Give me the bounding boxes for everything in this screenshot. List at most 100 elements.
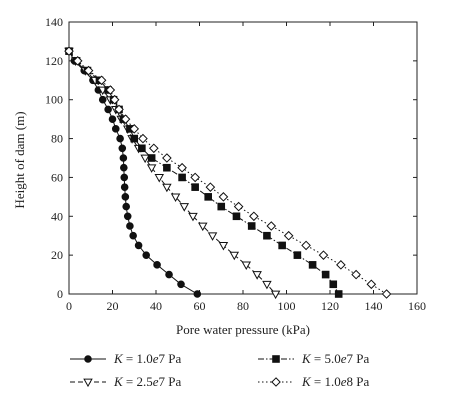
x-tick-label: 60 [194, 299, 206, 313]
data-point [321, 270, 330, 279]
x-tick-label: 160 [408, 299, 426, 313]
legend-text-part: K [113, 351, 124, 366]
legend: K = 1.0e7 PaK = 2.5e7 PaK = 5.0e7 PaK = … [70, 351, 370, 389]
data-point [119, 154, 128, 162]
data-point [301, 240, 311, 251]
data-point [64, 46, 74, 56]
data-point [204, 193, 212, 201]
x-tick-label: 140 [365, 299, 383, 313]
y-tick-label: 140 [45, 15, 63, 29]
data-point [179, 203, 190, 212]
legend-text-part: 7 Pa [159, 351, 182, 366]
x-tick-label: 80 [237, 299, 249, 313]
data-point [142, 251, 151, 259]
data-point [283, 230, 294, 241]
data-point [207, 232, 218, 241]
data-point [262, 280, 272, 290]
data-point [266, 221, 277, 231]
x-tick-label: 40 [150, 299, 162, 313]
data-point [177, 280, 185, 289]
data-point [149, 143, 159, 154]
y-tick-label: 20 [51, 248, 63, 262]
data-point [108, 115, 117, 123]
data-point [205, 182, 216, 192]
data-point [336, 260, 346, 270]
data-point [123, 212, 132, 221]
legend-text-part: = 1.0 [123, 351, 153, 366]
data-point [293, 251, 302, 259]
legend-text-part: = 2.5 [123, 374, 153, 389]
y-tick-label: 60 [51, 170, 63, 184]
data-point [120, 183, 129, 191]
data-point [334, 290, 343, 298]
legend-label: K = 5.0e7 Pa [301, 351, 370, 366]
axis-ticks: 0 20 40 60 80 100 120 140 160 0 20 40 60 80 100 120 140 [45, 15, 426, 313]
legend-marker [83, 378, 93, 388]
legend-item-2: K = 2.5e7 Pa [70, 374, 182, 389]
data-point [381, 289, 392, 299]
data-point [198, 222, 208, 232]
data-point [147, 154, 156, 162]
series-2 [64, 47, 281, 300]
y-axis-label: Height of dam (m) [12, 111, 27, 208]
y-tick-label: 120 [45, 54, 63, 68]
data-point [83, 65, 94, 76]
data-point [109, 94, 120, 105]
x-axis-label: Pore water pressure (kPa) [176, 322, 310, 337]
data-point [351, 269, 361, 280]
data-point [153, 261, 161, 269]
data-point [247, 222, 256, 230]
data-point [114, 104, 124, 115]
y-tick-label: 100 [45, 93, 63, 107]
data-point [126, 222, 134, 230]
legend-text-part: = 5.0 [311, 351, 341, 366]
data-point [232, 212, 241, 221]
data-point [329, 280, 338, 289]
data-point [366, 279, 377, 290]
legend-text-part: 7 Pa [159, 374, 182, 389]
legend-text-part: 7 Pa [347, 351, 370, 366]
data-point [278, 241, 286, 250]
data-point [193, 290, 202, 298]
y-tick-label: 80 [51, 132, 63, 146]
legend-text-part: K [301, 374, 312, 389]
data-point [130, 134, 139, 143]
legend-text-part: e [153, 351, 159, 366]
data-point [111, 125, 120, 133]
data-point [105, 85, 116, 95]
data-point [177, 162, 187, 173]
data-point [188, 212, 198, 222]
legend-item-3: K = 5.0e7 Pa [258, 351, 370, 366]
data-point [116, 134, 124, 143]
data-point [140, 154, 150, 164]
series-4 [64, 46, 392, 299]
series-line [68, 50, 340, 295]
legend-text-part: e [341, 374, 347, 389]
data-point [154, 174, 165, 183]
data-point [162, 153, 172, 163]
legend-marker [271, 377, 281, 387]
legend-marker [272, 355, 280, 363]
legend-item-4: K = 1.0e8 Pa [258, 374, 370, 389]
data-point [178, 173, 186, 182]
data-point [134, 241, 143, 250]
legend-label: K = 1.0e7 Pa [113, 351, 182, 366]
data-point [217, 202, 226, 211]
data-point [229, 251, 240, 261]
data-point [190, 172, 200, 183]
series-layer [64, 46, 392, 300]
data-point [138, 144, 146, 153]
data-point [163, 163, 171, 172]
data-point [165, 270, 173, 279]
data-point [218, 192, 229, 202]
data-point [98, 95, 107, 104]
data-point [170, 193, 181, 202]
legend-text-part: e [153, 374, 159, 389]
x-tick-label: 0 [66, 299, 72, 313]
data-point [252, 271, 262, 280]
legend-text-part: e [341, 351, 347, 366]
data-point [233, 201, 244, 212]
data-point [104, 105, 112, 114]
legend-text-part: K [113, 374, 124, 389]
